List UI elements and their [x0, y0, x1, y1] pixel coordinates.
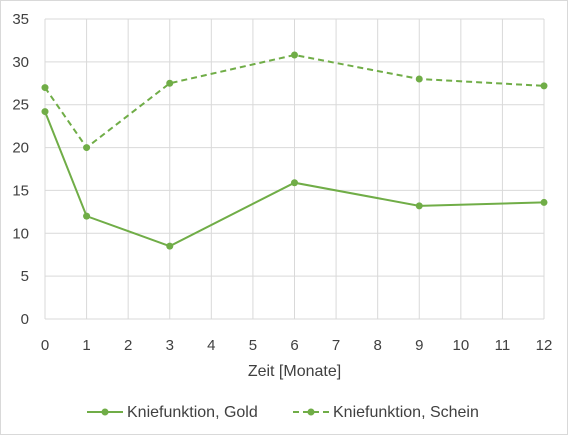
data-point: [83, 212, 91, 220]
y-tick-label: 20: [12, 140, 29, 157]
data-point: [291, 179, 298, 187]
y-axis-tick-labels: 0 5 10 15 20 25 30 35: [12, 11, 29, 328]
legend-marker: [101, 408, 109, 416]
data-point: [415, 75, 423, 83]
x-axis-tick-labels: 0 1 2 3 4 5 6 7 8 9 10 11 12: [41, 337, 553, 354]
y-tick-label: 10: [12, 225, 29, 242]
gridlines: [44, 18, 545, 320]
series-line-gold: [44, 111, 545, 248]
x-tick-label: 4: [207, 337, 215, 354]
y-tick-label: 15: [12, 182, 29, 199]
x-tick-label: 6: [290, 337, 298, 354]
y-tick-label: 35: [12, 11, 29, 28]
data-point: [166, 242, 174, 250]
y-tick-label: 5: [21, 268, 29, 285]
x-tick-label: 1: [82, 337, 90, 354]
y-tick-label: 0: [21, 311, 29, 328]
x-tick-label: 3: [166, 337, 174, 354]
data-point: [166, 79, 174, 87]
data-point: [415, 202, 423, 210]
data-point: [540, 82, 548, 90]
y-tick-label: 30: [12, 54, 29, 71]
x-tick-label: 9: [415, 337, 423, 354]
x-tick-label: 0: [41, 337, 49, 354]
x-tick-label: 5: [249, 337, 257, 354]
x-tick-label: 10: [452, 337, 469, 354]
x-tick-label: 11: [495, 337, 511, 354]
x-tick-label: 2: [124, 337, 132, 354]
legend-label: Kniefunktion, Schein: [333, 404, 479, 421]
series-line-schein: [44, 53, 545, 150]
data-point: [41, 108, 49, 116]
data-point: [41, 84, 49, 92]
data-point: [291, 51, 298, 59]
x-tick-label: 12: [536, 337, 553, 354]
data-point: [540, 198, 548, 206]
y-tick-label: 25: [12, 97, 29, 114]
series-layer: [41, 51, 548, 250]
data-point: [83, 144, 91, 152]
legend: Kniefunktion, Gold Kniefunktion, Schein: [87, 404, 479, 421]
legend-marker: [307, 408, 315, 416]
x-axis-title: Zeit [Monate]: [248, 363, 341, 380]
x-tick-label: 8: [373, 337, 381, 354]
legend-label: Kniefunktion, Gold: [127, 404, 258, 421]
x-tick-label: 7: [332, 337, 340, 354]
